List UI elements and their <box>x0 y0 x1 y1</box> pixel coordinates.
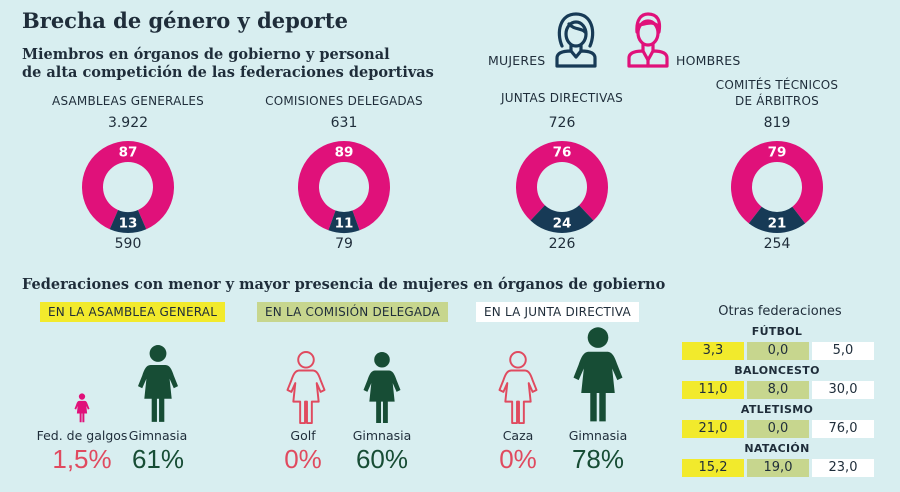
woman-figure-outline-golf-icon <box>286 351 326 425</box>
tag-asamblea-general: EN LA ASAMBLEA GENERAL <box>40 302 226 322</box>
donut-slice-women <box>328 210 360 233</box>
woman-avatar-icon <box>555 12 597 68</box>
donut-slice-men <box>298 141 390 231</box>
donut-slice-women <box>109 209 147 233</box>
table-cell: 0,0 <box>747 342 809 360</box>
donut-label-women: 11 <box>335 216 354 232</box>
high-pct-comision: 60% <box>355 444 409 474</box>
page-title: Brecha de género y deporte <box>22 8 348 33</box>
high-name-asamblea: Gimnasia <box>128 428 188 443</box>
table-cell: 0,0 <box>747 420 809 438</box>
table-cell: 19,0 <box>747 459 809 477</box>
donut-slice-women <box>530 205 594 233</box>
table-sport-label: ATLETISMO <box>740 403 814 416</box>
donut-label-men: 87 <box>119 145 138 161</box>
low-name-junta: Caza <box>502 428 534 443</box>
table-sport-label: NATACIÓN <box>744 442 810 455</box>
high-pct-junta: 78% <box>571 444 625 474</box>
donut-label-men: 79 <box>768 145 787 161</box>
woman-figure-gimnasia-3-icon <box>573 327 623 422</box>
table-cell: 3,3 <box>682 342 744 360</box>
table-cell: 76,0 <box>812 420 874 438</box>
tag-junta-directiva: EN LA JUNTA DIRECTIVA <box>476 302 639 322</box>
woman-figure-outline-caza-icon <box>498 351 538 425</box>
total-men-juntas: 726 <box>548 115 576 131</box>
high-name-comision: Gimnasia <box>352 428 412 443</box>
woman-figure-small-icon <box>74 393 90 423</box>
subtitle-line-2: de alta competición de las federaciones … <box>22 64 434 81</box>
low-pct-asamblea: 1,5% <box>52 444 112 474</box>
section-title-federaciones: Federaciones con menor y mayor presencia… <box>22 276 666 293</box>
donut-slice-women <box>748 206 806 233</box>
donut-label-women: 21 <box>768 216 787 232</box>
chart-title-comites: COMITÉS TÉCNICOS DE ÁRBITROS <box>677 77 877 109</box>
low-name-comision: Golf <box>290 428 316 443</box>
total-men-comites: 819 <box>763 115 791 131</box>
high-name-junta: Gimnasia <box>568 428 628 443</box>
total-men-asambleas: 3.922 <box>107 115 149 131</box>
donut-comisiones: 89 11 <box>294 137 394 237</box>
donut-juntas: 76 24 <box>512 137 612 237</box>
high-pct-asamblea: 61% <box>131 444 185 474</box>
total-women-comisiones: 79 <box>335 236 353 252</box>
donut-slice-men <box>731 141 823 224</box>
total-men-comisiones: 631 <box>330 115 358 131</box>
chart-title-comisiones: COMISIONES DELEGADAS <box>265 94 423 108</box>
table-cell: 23,0 <box>812 459 874 477</box>
table-cell: 30,0 <box>812 381 874 399</box>
chart-title-asambleas: ASAMBLEAS GENERALES <box>52 94 204 108</box>
chart-title-comites-line1: COMITÉS TÉCNICOS <box>715 78 839 92</box>
table-cell: 8,0 <box>747 381 809 399</box>
donut-asambleas: 87 13 <box>78 137 178 237</box>
legend-women-label: MUJERES <box>488 53 546 68</box>
woman-figure-gimnasia-2-icon <box>363 351 401 424</box>
low-name-asamblea: Fed. de galgos <box>36 428 128 443</box>
low-pct-comision: 0% <box>284 444 322 474</box>
subtitle: Miembros en órganos de gobierno y person… <box>22 46 442 82</box>
donut-label-women: 24 <box>553 216 572 232</box>
table-cell: 11,0 <box>682 381 744 399</box>
tag-comision-delegada: EN LA COMISIÓN DELEGADA <box>257 302 448 322</box>
total-women-juntas: 226 <box>548 236 576 252</box>
donut-slice-men <box>82 141 174 230</box>
donut-label-women: 13 <box>119 216 138 232</box>
woman-figure-gimnasia-1-icon <box>138 345 178 422</box>
chart-title-juntas: JUNTAS DIRECTIVAS <box>501 91 623 105</box>
chart-title-comites-line2: DE ÁRBITROS <box>735 94 819 108</box>
total-women-asambleas: 590 <box>114 236 142 252</box>
donut-label-men: 76 <box>553 145 572 161</box>
table-sport-label: FÚTBOL <box>751 325 803 338</box>
table-cell: 5,0 <box>812 342 874 360</box>
total-women-comites: 254 <box>763 236 791 252</box>
subtitle-line-1: Miembros en órganos de gobierno y person… <box>22 46 390 63</box>
otras-federaciones-title: Otras federaciones <box>718 304 842 319</box>
donut-comites: 79 21 <box>727 137 827 237</box>
donut-slice-men <box>516 141 608 221</box>
table-cell: 15,2 <box>682 459 744 477</box>
low-pct-junta: 0% <box>499 444 537 474</box>
man-avatar-icon <box>627 12 669 68</box>
legend-men-label: HOMBRES <box>676 53 741 68</box>
donut-label-men: 89 <box>335 145 354 161</box>
table-sport-label: BALONCESTO <box>734 364 820 377</box>
table-cell: 21,0 <box>682 420 744 438</box>
